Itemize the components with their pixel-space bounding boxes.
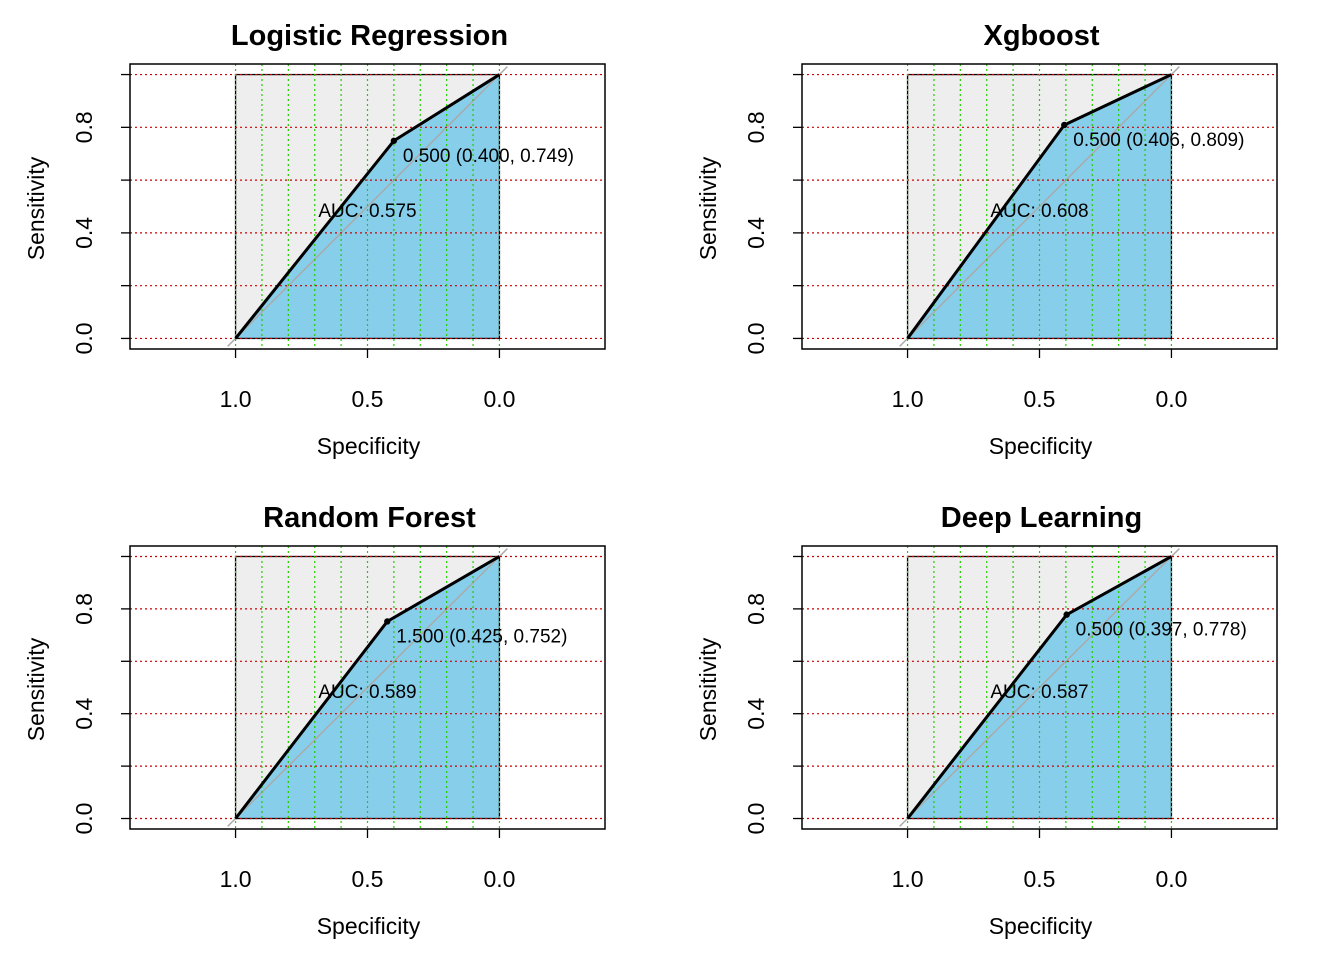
x-tick-label: 0.5 xyxy=(1024,386,1056,412)
diagonal-reference-line xyxy=(899,66,1180,347)
threshold-label: 0.500 (0.400, 0.749) xyxy=(403,146,574,167)
x-tick-label: 0.0 xyxy=(1155,386,1187,412)
chart-title: Deep Learning xyxy=(941,502,1142,534)
x-axis-label: Specificity xyxy=(989,913,1093,939)
y-tick-label: 0.4 xyxy=(71,217,97,249)
y-tick-label: 0.0 xyxy=(71,803,97,835)
y-axis-label: Sensitivity xyxy=(23,156,49,260)
x-tick-label: 1.0 xyxy=(220,386,252,412)
y-tick-label: 0.8 xyxy=(743,593,769,625)
y-axis-label: Sensitivity xyxy=(23,637,49,741)
threshold-point xyxy=(1063,611,1070,618)
y-tick-label: 0.4 xyxy=(743,217,769,249)
threshold-point xyxy=(390,137,398,144)
auc-label: AUC: 0.608 xyxy=(990,201,1088,222)
y-tick-label: 0.8 xyxy=(71,593,97,625)
y-tick-label: 0.8 xyxy=(71,111,97,143)
roc-panel: 0.500 (0.397, 0.778) AUC: 0.587 1.0 0.5 0.0 0… xyxy=(695,502,1278,939)
y-tick-label: 0.0 xyxy=(71,322,97,354)
x-tick-label: 0.5 xyxy=(352,866,384,892)
y-tick-label: 0.4 xyxy=(743,698,769,730)
diagonal-reference-line xyxy=(227,66,508,347)
y-tick-label: 0.0 xyxy=(743,803,769,835)
chart-title: Logistic Regression xyxy=(231,20,508,52)
x-axis-label: Specificity xyxy=(317,913,421,939)
roc-panel: 0.500 (0.400, 0.749) AUC: 0.575 1.0 0.5 0.0 0… xyxy=(23,20,606,459)
x-tick-label: 0.0 xyxy=(483,386,515,412)
x-tick-label: 0.0 xyxy=(483,866,515,892)
y-axis-label: Sensitivity xyxy=(695,156,721,260)
x-tick-label: 0.5 xyxy=(1024,866,1056,892)
threshold-label: 1.500 (0.425, 0.752) xyxy=(396,626,567,647)
x-tick-label: 1.0 xyxy=(220,866,252,892)
chart-title: Xgboost xyxy=(984,20,1100,52)
threshold-point xyxy=(384,618,391,625)
x-axis-label: Specificity xyxy=(317,433,421,459)
y-tick-label: 0.0 xyxy=(743,322,769,354)
x-tick-label: 0.5 xyxy=(352,386,384,412)
x-tick-label: 1.0 xyxy=(892,866,924,892)
y-axis-label: Sensitivity xyxy=(695,637,721,741)
y-tick-label: 0.4 xyxy=(71,698,97,730)
auc-label: AUC: 0.587 xyxy=(990,682,1088,703)
threshold-label: 0.500 (0.397, 0.778) xyxy=(1076,620,1247,641)
x-tick-label: 1.0 xyxy=(892,386,924,412)
threshold-point xyxy=(1061,121,1068,129)
chart-title: Random Forest xyxy=(263,502,476,534)
roc-panel: 0.500 (0.406, 0.809) AUC: 0.608 1.0 0.5 0.0 0… xyxy=(695,20,1278,459)
auc-label: AUC: 0.575 xyxy=(318,201,416,222)
roc-panel: 1.500 (0.425, 0.752) AUC: 0.589 1.0 0.5 0.0 0… xyxy=(23,502,606,939)
y-tick-label: 0.8 xyxy=(743,111,769,143)
x-tick-label: 0.0 xyxy=(1155,866,1187,892)
x-axis-label: Specificity xyxy=(989,433,1093,459)
threshold-label: 0.500 (0.406, 0.809) xyxy=(1073,130,1244,151)
auc-label: AUC: 0.589 xyxy=(318,682,416,703)
